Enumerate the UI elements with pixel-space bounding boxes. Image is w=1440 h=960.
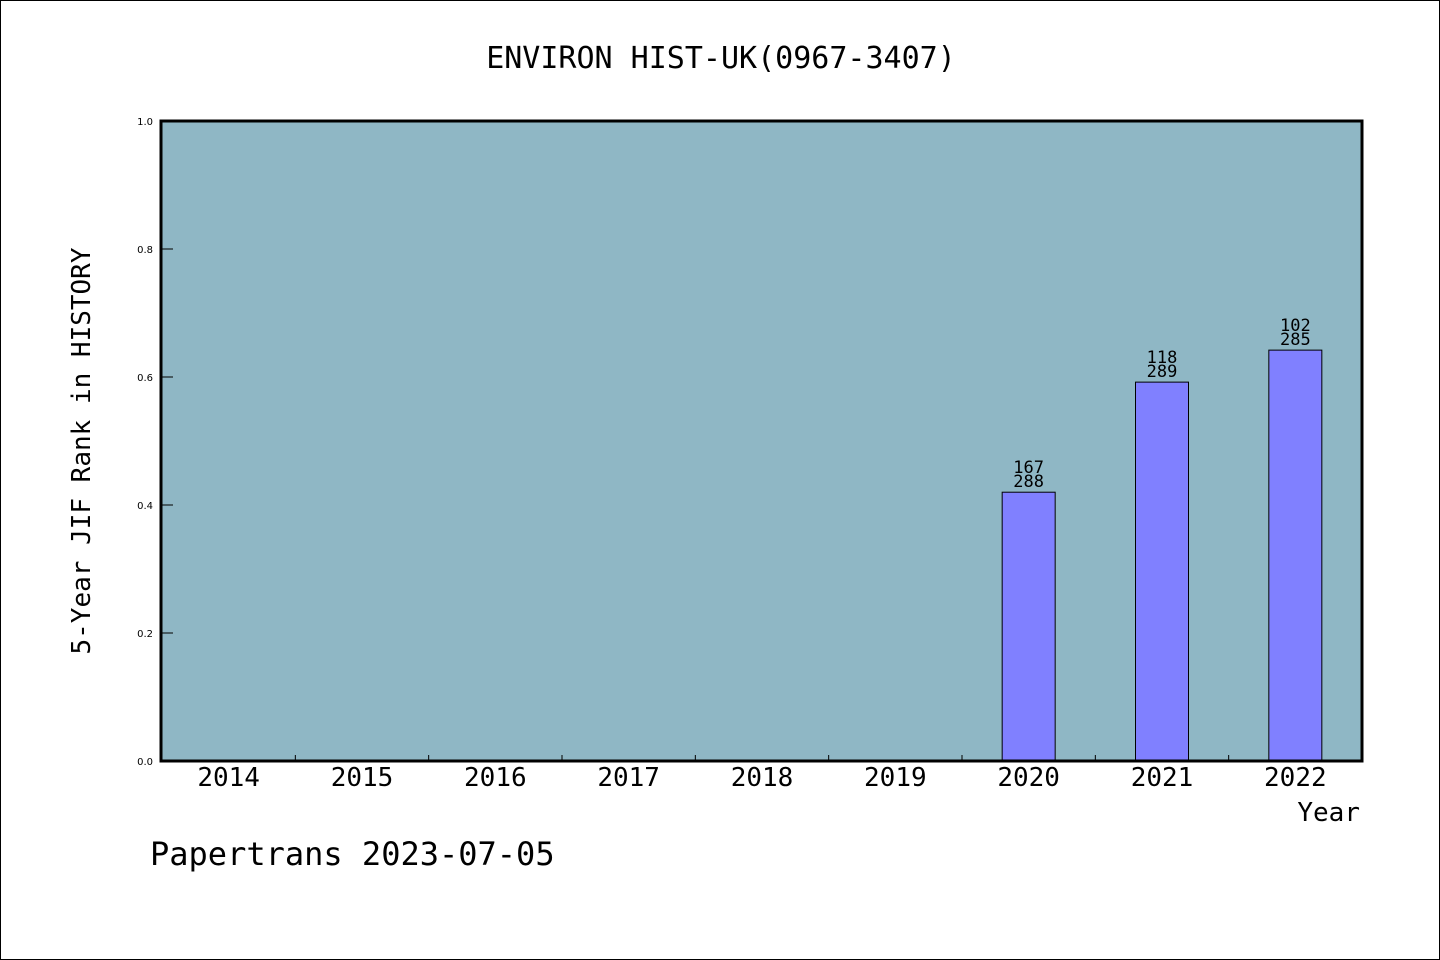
y-tick-label: 0.4	[137, 501, 153, 512]
x-tick-label: 2017	[597, 763, 660, 793]
bar-2020	[1001, 491, 1056, 762]
bar-2022	[1268, 349, 1323, 762]
plot-border	[159, 119, 1364, 763]
bar-label-rank: 167	[1013, 458, 1044, 478]
chart-title: ENVIRON HIST-UK(0967-3407)	[486, 41, 956, 76]
labels-group: 0.0 0.2 0.4 0.6 0.8 1.0 2014 2015 2016 2017 2018 20…	[137, 117, 1327, 793]
bar-label-total: 285	[1280, 330, 1311, 350]
bar-label-rank: 102	[1280, 316, 1311, 336]
y-tick-label: 0.2	[137, 629, 153, 640]
x-tick-label: 2018	[731, 763, 794, 793]
x-tick-label: 2019	[864, 763, 927, 793]
bar-label-total: 289	[1147, 362, 1178, 382]
bar-2021	[1135, 381, 1189, 762]
x-tick-label: 2021	[1131, 763, 1194, 793]
y-tick-label: 1.0	[137, 117, 153, 128]
y-tick-label: 0.6	[137, 373, 153, 384]
y-tick-label: 0.8	[137, 245, 153, 256]
y-axis-label: 5-Year JIF Rank in HISTORY	[67, 247, 97, 654]
x-tick-label: 2022	[1264, 763, 1327, 793]
x-tick-label: 2014	[197, 763, 260, 793]
bar-label-total: 288	[1013, 472, 1044, 492]
x-axis-label: Year	[1297, 798, 1360, 828]
x-tick-label: 2020	[997, 763, 1060, 793]
bar-label-rank: 118	[1147, 348, 1178, 368]
x-tick-label: 2016	[464, 763, 527, 793]
footer-credit: Papertrans 2023-07-05	[150, 835, 555, 873]
bars-group	[1001, 349, 1323, 762]
x-tick-label: 2015	[331, 763, 394, 793]
y-tick-label: 0.0	[137, 757, 153, 768]
